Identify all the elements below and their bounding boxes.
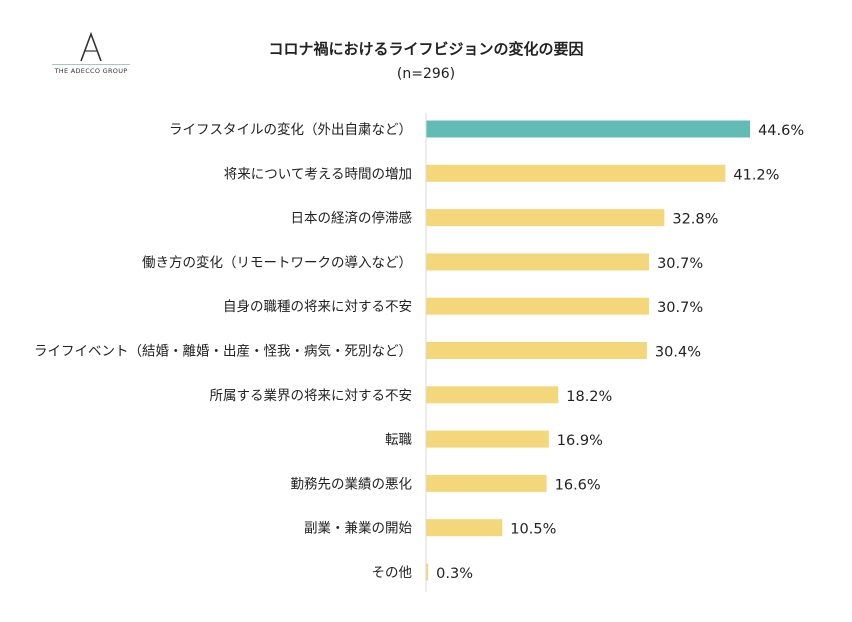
adecco-a-logo-icon [80, 31, 102, 62]
category-label-6: ライフイベント（結婚・離婚・出産・怪我・病気・死別など） [34, 344, 412, 360]
bar-9 [426, 474, 547, 492]
bar-4 [426, 253, 650, 271]
category-label-11: その他 [372, 565, 413, 581]
bar-7 [426, 386, 559, 404]
logo-text: THE ADECCO GROUP [54, 67, 128, 75]
category-label-8: 転職 [385, 432, 412, 448]
chart-subtitle: (n=296) [396, 66, 456, 82]
value-label-10: 10.5% [510, 522, 556, 538]
chart-title: コロナ禍におけるライフビジョンの変化の要因 [268, 40, 584, 58]
value-label-5: 30.7% [657, 300, 703, 316]
value-label-2: 41.2% [733, 167, 779, 183]
bar-11 [426, 563, 429, 581]
company-logo: THE ADECCO GROUP [48, 30, 134, 80]
logo-divider [52, 64, 130, 65]
bar-10 [426, 519, 503, 537]
bar-2 [426, 164, 726, 182]
bar-3 [426, 209, 665, 227]
value-label-4: 30.7% [657, 256, 703, 272]
value-label-7: 18.2% [566, 389, 612, 405]
value-label-3: 32.8% [672, 212, 718, 228]
category-label-10: 副業・兼業の開始 [304, 521, 412, 537]
bar-8 [426, 430, 549, 448]
bar-5 [426, 297, 650, 315]
category-label-9: 勤務先の業績の悪化 [291, 476, 413, 492]
value-label-6: 30.4% [655, 345, 701, 361]
value-label-9: 16.6% [555, 477, 601, 493]
bar-1 [426, 120, 751, 138]
bar-6 [426, 342, 647, 359]
category-label-7: 所属する業界の将来に対する不安 [210, 388, 413, 404]
category-label-3: 日本の経済の停滞感 [291, 210, 413, 227]
value-label-8: 16.9% [557, 433, 603, 449]
category-label-1: ライフスタイルの変化（外出自粛など） [169, 121, 412, 138]
category-label-2: 将来について考える時間の増加 [224, 166, 412, 182]
value-label-11: 0.3% [436, 566, 473, 582]
value-label-1: 44.6% [758, 123, 804, 139]
category-label-4: 働き方の変化（リモートワークの導入など） [142, 254, 412, 271]
category-label-5: 自身の職種の将来に対する不安 [223, 299, 412, 315]
